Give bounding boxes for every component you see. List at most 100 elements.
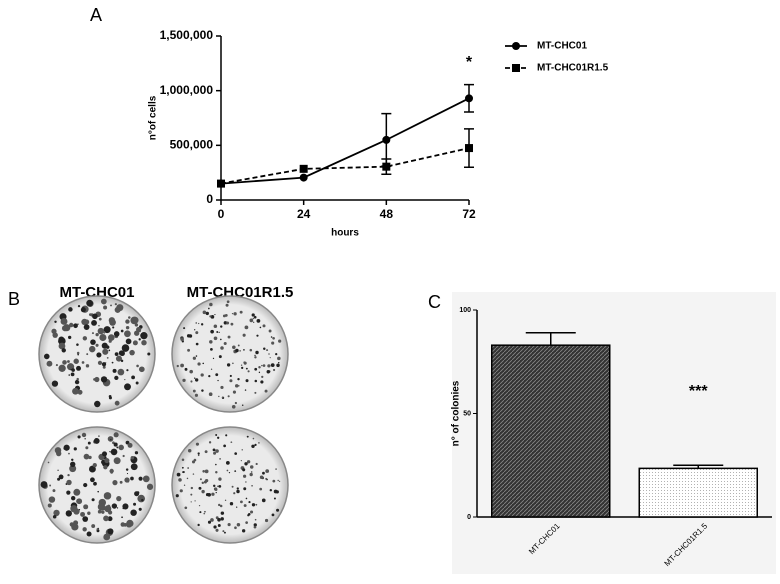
colony — [216, 331, 219, 333]
colony — [217, 379, 219, 382]
colony — [107, 528, 114, 535]
colony — [124, 383, 131, 391]
colony — [200, 373, 204, 377]
colony — [124, 477, 130, 483]
colony — [268, 353, 270, 355]
colony — [243, 361, 246, 364]
x-tick-label: 72 — [462, 207, 476, 221]
colony — [232, 345, 236, 350]
colony — [87, 441, 91, 445]
colony — [123, 523, 128, 527]
colony — [98, 317, 102, 321]
colony — [52, 489, 56, 493]
y-tick-label: 1,000,000 — [160, 83, 214, 97]
colony — [199, 511, 202, 514]
colony — [220, 385, 224, 390]
colony — [186, 477, 189, 480]
colony — [72, 387, 79, 395]
colony — [269, 357, 271, 359]
colony — [215, 463, 217, 466]
colony — [232, 390, 237, 394]
colony — [277, 356, 281, 361]
colony — [219, 504, 223, 508]
colony — [210, 348, 213, 351]
colony — [181, 466, 184, 469]
colony — [192, 356, 196, 360]
colony — [256, 319, 261, 323]
colony — [68, 452, 70, 455]
colony — [215, 528, 219, 532]
colony — [215, 449, 219, 453]
colony — [194, 393, 199, 397]
colony — [95, 343, 99, 347]
annotation: *** — [689, 383, 708, 400]
colony — [68, 335, 72, 340]
colony — [265, 477, 268, 480]
colony — [49, 484, 52, 487]
colony — [146, 483, 154, 490]
plate-label: MT-CHC01 — [59, 284, 134, 301]
colony — [125, 325, 130, 330]
x-axis-label: hours — [331, 228, 359, 239]
colony — [58, 364, 66, 372]
annotation: * — [466, 54, 473, 71]
colony — [231, 485, 234, 488]
colony — [134, 491, 140, 497]
colony — [275, 352, 278, 356]
colony — [218, 503, 221, 507]
colony — [225, 303, 229, 307]
colony — [207, 520, 212, 524]
colony — [213, 324, 218, 328]
colony — [213, 451, 217, 455]
colony — [86, 299, 93, 307]
colony — [232, 362, 234, 365]
colony — [124, 330, 131, 338]
colony — [217, 485, 219, 488]
colony — [122, 454, 125, 458]
colony — [244, 325, 249, 330]
colony — [204, 450, 208, 454]
colony — [203, 512, 206, 515]
colony — [268, 329, 272, 333]
colony — [95, 333, 99, 337]
colony — [223, 342, 227, 346]
colony — [99, 334, 107, 342]
colony — [90, 339, 96, 345]
colony — [262, 471, 265, 475]
colony — [77, 353, 79, 356]
colony — [187, 449, 192, 453]
colony — [236, 489, 240, 494]
colony — [266, 349, 269, 352]
colony — [248, 501, 251, 504]
colony — [65, 510, 72, 517]
colony — [112, 480, 118, 486]
colony — [109, 468, 114, 474]
colony — [175, 494, 179, 498]
colony — [51, 380, 59, 387]
colony — [94, 400, 101, 408]
colony — [98, 325, 100, 327]
colony — [126, 369, 129, 372]
colony — [197, 523, 200, 527]
colony — [116, 446, 119, 449]
colony — [86, 531, 92, 537]
colony — [55, 364, 58, 367]
colony — [253, 315, 257, 319]
colony — [231, 404, 236, 409]
colony — [73, 488, 81, 496]
colony — [86, 353, 89, 356]
colony — [231, 313, 234, 315]
colony — [210, 368, 213, 370]
colony — [213, 525, 217, 529]
x-tick-label: 0 — [218, 207, 225, 221]
colony — [70, 369, 72, 371]
plate — [171, 295, 289, 413]
colony — [71, 495, 76, 501]
colony — [218, 484, 222, 488]
colony — [234, 384, 239, 388]
colony — [84, 319, 90, 325]
panel-label: C — [428, 292, 441, 312]
colony — [263, 347, 266, 350]
colony — [254, 518, 257, 521]
colony — [212, 448, 216, 452]
